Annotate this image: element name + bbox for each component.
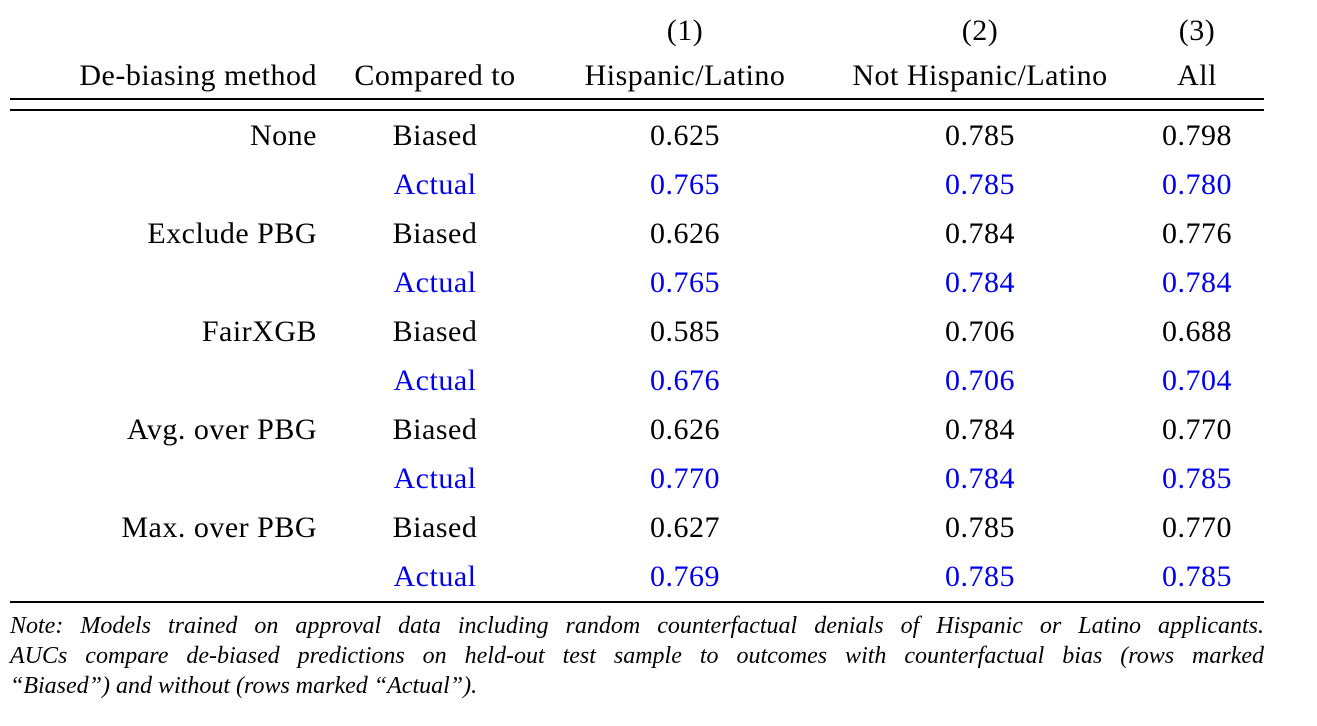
table-row-fairxgb-actual: Actual 0.676 0.706 0.704 [10, 356, 1264, 405]
table-row-none-actual: Actual 0.765 0.785 0.780 [10, 160, 1264, 209]
auc-value-cell: 0.769 [650, 559, 720, 593]
table-row-max-over-pbg-biased: Max. over PBG Biased 0.627 0.785 0.770 [10, 503, 1264, 552]
header-row: De-biasing method Compared to Hispanic/L… [10, 53, 1264, 98]
auc-value-cell: 0.626 [650, 412, 720, 446]
auc-value-cell: 0.785 [945, 559, 1015, 593]
bottom-rule [10, 601, 1264, 603]
auc-comparison-table: (1) (2) (3) De-biasing method Compared t… [10, 0, 1264, 603]
compared-cell: Biased [392, 118, 478, 152]
header-not-hispanic-latino: Not Hispanic/Latino [852, 58, 1108, 92]
compared-cell: Actual [393, 461, 477, 495]
compared-cell: Biased [392, 216, 478, 250]
auc-value-cell: 0.798 [1162, 118, 1232, 152]
auc-value-cell: 0.770 [1162, 510, 1232, 544]
column-number-row: (1) (2) (3) [10, 8, 1264, 53]
header-compared-to: Compared to [354, 58, 516, 92]
auc-value-cell: 0.676 [650, 363, 720, 397]
auc-value-cell: 0.784 [1162, 265, 1232, 299]
method-cell: None [250, 118, 317, 152]
auc-value-cell: 0.770 [650, 461, 720, 495]
auc-value-cell: 0.585 [650, 314, 720, 348]
column-number-3: (3) [1178, 13, 1216, 47]
auc-value-cell: 0.780 [1162, 167, 1232, 201]
auc-value-cell: 0.627 [650, 510, 720, 544]
table-row-max-over-pbg-actual: Actual 0.769 0.785 0.785 [10, 552, 1264, 601]
auc-value-cell: 0.688 [1162, 314, 1232, 348]
table-note: Note: Models trained on approval data in… [10, 611, 1264, 701]
auc-value-cell: 0.785 [1162, 559, 1232, 593]
auc-value-cell: 0.765 [650, 167, 720, 201]
compared-cell: Actual [393, 265, 477, 299]
table-row-fairxgb-biased: FairXGB Biased 0.585 0.706 0.688 [10, 307, 1264, 356]
auc-value-cell: 0.785 [945, 510, 1015, 544]
compared-cell: Actual [393, 167, 477, 201]
table-row-exclude-pbg-actual: Actual 0.765 0.784 0.784 [10, 258, 1264, 307]
auc-value-cell: 0.785 [945, 118, 1015, 152]
compared-cell: Actual [393, 363, 477, 397]
auc-value-cell: 0.776 [1162, 216, 1232, 250]
method-cell: Avg. over PBG [126, 412, 317, 446]
auc-value-cell: 0.706 [945, 363, 1015, 397]
table-row-avg-over-pbg-actual: Actual 0.770 0.784 0.785 [10, 454, 1264, 503]
auc-value-cell: 0.626 [650, 216, 720, 250]
header-double-rule [10, 98, 1264, 111]
auc-value-cell: 0.784 [945, 461, 1015, 495]
header-all: All [1177, 58, 1217, 92]
table-row-avg-over-pbg-biased: Avg. over PBG Biased 0.626 0.784 0.770 [10, 405, 1264, 454]
column-number-1: (1) [666, 13, 704, 47]
compared-cell: Biased [392, 412, 478, 446]
table-row-none-biased: None Biased 0.625 0.785 0.798 [10, 111, 1264, 160]
table-row-exclude-pbg-biased: Exclude PBG Biased 0.626 0.784 0.776 [10, 209, 1264, 258]
compared-cell: Biased [392, 314, 478, 348]
note-line-3: “Biased”) and without (rows marked “Actu… [10, 673, 478, 699]
method-cell: Exclude PBG [147, 216, 317, 250]
header-hispanic-latino: Hispanic/Latino [584, 58, 786, 92]
header-method: De-biasing method [79, 58, 317, 92]
auc-value-cell: 0.625 [650, 118, 720, 152]
auc-value-cell: 0.785 [945, 167, 1015, 201]
compared-cell: Actual [393, 559, 477, 593]
compared-cell: Biased [392, 510, 478, 544]
method-cell: Max. over PBG [121, 510, 317, 544]
auc-value-cell: 0.765 [650, 265, 720, 299]
auc-value-cell: 0.706 [945, 314, 1015, 348]
note-line-1: Note: Models trained on approval data in… [10, 613, 1264, 639]
auc-value-cell: 0.770 [1162, 412, 1232, 446]
auc-value-cell: 0.784 [945, 216, 1015, 250]
table-body: None Biased 0.625 0.785 0.798 Actual 0.7… [10, 111, 1264, 601]
column-number-2: (2) [961, 13, 999, 47]
auc-value-cell: 0.784 [945, 412, 1015, 446]
note-line-2: AUCs compare de-biased predictions on he… [10, 643, 1264, 669]
auc-value-cell: 0.704 [1162, 363, 1232, 397]
auc-value-cell: 0.784 [945, 265, 1015, 299]
auc-value-cell: 0.785 [1162, 461, 1232, 495]
method-cell: FairXGB [201, 314, 317, 348]
